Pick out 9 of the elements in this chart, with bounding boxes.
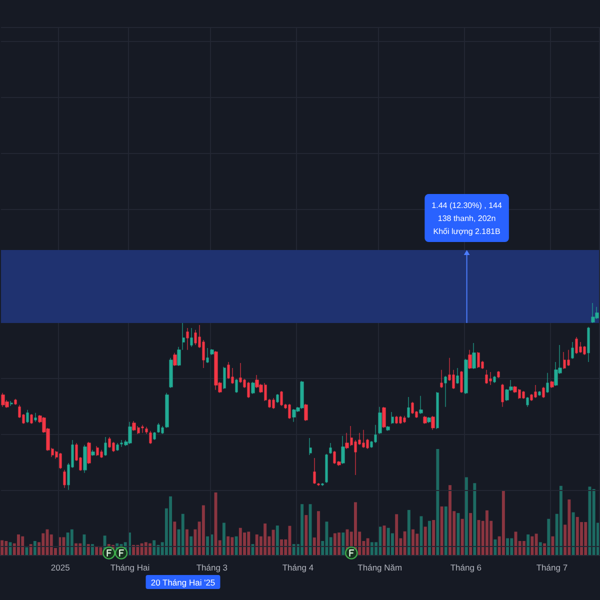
x-tick-label: Tháng 4	[282, 562, 314, 572]
x-tick-label: Tháng Hai	[110, 562, 150, 572]
text: 20 Tháng Hai '25	[150, 578, 216, 588]
x-tick-label: Tháng 3	[196, 562, 228, 572]
x-tick-label: 2025	[50, 562, 70, 572]
x-tick-label: Tháng 7	[536, 562, 568, 572]
x-tick-label: Tháng Năm	[358, 562, 402, 572]
x-tick-label: Tháng 6	[450, 562, 482, 572]
band-label: 1.44 (12.30%) , 144 138 thanh, 202n Khối lượng 2.181B	[432, 201, 502, 236]
